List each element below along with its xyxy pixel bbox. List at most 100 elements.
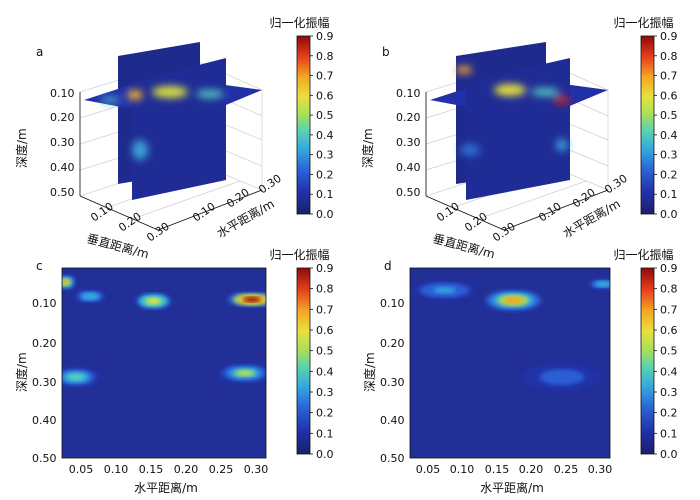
panel-d-xticks: 0.05 0.10 0.15 0.20 0.25 0.30	[416, 463, 613, 476]
colorbar-a-tick-0: 0.0	[316, 208, 334, 221]
colorbar-b-tick-4: 0.4	[660, 129, 678, 142]
panel-d-xtick-2: 0.15	[485, 463, 510, 476]
colorbar-c-tick-3: 0.3	[316, 386, 334, 399]
colorbar-c-tick-8: 0.8	[316, 283, 334, 296]
colorbar-a-title: 归一化振幅	[269, 15, 329, 30]
colorbar-c-tick-5: 0.5	[316, 345, 334, 358]
panel-b-ytick-0: 0.10	[536, 200, 564, 225]
panel-a-xticks: 0.10 0.20 0.30	[88, 200, 172, 245]
panel-c-xticks: 0.05 0.10 0.15 0.20 0.25 0.30	[69, 463, 269, 476]
panel-c-xlabel: 水平距离/m	[134, 480, 198, 495]
panel-c-xtick-5: 0.30	[244, 463, 269, 476]
panel-c-hotspot-3-layer-3	[243, 296, 261, 303]
panel-b-zticks: 0.10 0.20 0.30 0.40 0.50	[396, 87, 421, 199]
panel-c-ytick-3: 0.40	[32, 414, 57, 427]
panel-d-hotspot-1-layer-3	[433, 287, 456, 294]
panel-b-ylabel: 水平距离/m	[560, 196, 623, 241]
colorbar-b-tick-8: 0.8	[660, 50, 678, 63]
panel-c-letter: c	[36, 259, 43, 273]
panel-d-xlabel: 水平距离/m	[480, 480, 544, 495]
colorbar-d-tick-7: 0.7	[660, 303, 678, 316]
colorbar-c-tick-9: 0.9	[316, 262, 334, 275]
colorbar-d-tick-8: 0.8	[660, 283, 678, 296]
panel-a-zlabel: 深度/m	[14, 128, 29, 168]
colorbar-c-title: 归一化振幅	[269, 247, 329, 262]
colorbar-a-tick-6: 0.6	[316, 89, 334, 102]
colorbar-a-scale	[296, 35, 311, 215]
panel-d-ytick-1: 0.20	[380, 337, 405, 350]
panel-b-xtick-0: 0.10	[434, 200, 462, 225]
colorbar-b-tick-0: 0.0	[660, 208, 678, 221]
colorbar-a-tick-3: 0.3	[316, 149, 334, 162]
panel-a-ztick-0: 0.10	[50, 87, 75, 100]
panel-d-yticks: 0.10 0.20 0.30 0.40 0.50	[380, 297, 405, 465]
panel-b-ytick-1: 0.20	[570, 186, 598, 211]
colorbars: 归一化振幅0.00.10.20.30.40.50.60.70.80.9归一化振幅…	[269, 15, 677, 461]
colorbar-b-scale	[640, 35, 655, 215]
panel-b: b 0.10 0.20 0.30 0.40 0.50	[360, 42, 630, 261]
panel-d-hotspot-0-layer-3	[503, 296, 524, 304]
colorbar-c-tick-6: 0.6	[316, 324, 334, 337]
colorbar-c-scale	[296, 267, 311, 455]
panel-a-xtick-2: 0.30	[144, 220, 172, 245]
panel-c-ytick-1: 0.20	[32, 337, 57, 350]
panel-c-hotspot-2-layer-3	[146, 297, 161, 305]
panel-a-zticks: 0.10 0.20 0.30 0.40 0.50	[50, 87, 75, 199]
panel-b-ztick-3: 0.40	[396, 161, 421, 174]
panel-a-ytick-2: 0.30	[256, 172, 284, 197]
panel-a-xtick-0: 0.10	[88, 200, 116, 225]
panel-c-hotspot-5-layer-3	[235, 369, 255, 377]
panel-b-ytick-2: 0.30	[602, 172, 630, 197]
colorbar-d-tick-2: 0.2	[660, 407, 678, 420]
panel-b-hotspots	[456, 66, 570, 156]
panel-c-hotspots	[62, 275, 266, 388]
panel-d: d 0.10 0.20 0.30 0.40 0.50 深度/m 0.05 0.1…	[362, 259, 613, 495]
panel-a-ytick-0: 0.10	[190, 200, 218, 225]
colorbar-b-title: 归一化振幅	[613, 15, 673, 30]
panel-d-xtick-3: 0.20	[519, 463, 544, 476]
panel-b-slice-y	[466, 58, 570, 200]
panel-d-ytick-3: 0.40	[380, 414, 405, 427]
panel-a-ytick-1: 0.20	[224, 186, 252, 211]
colorbar-b-tick-2: 0.2	[660, 168, 678, 181]
panel-a: a 0.10 0.20 0.30 0.40	[14, 42, 284, 261]
colorbar-d-tick-3: 0.3	[660, 386, 678, 399]
panel-c-hotspot-4-layer-3	[67, 373, 85, 381]
colorbar-a-tick-9: 0.9	[316, 30, 334, 43]
colorbar-a-tick-2: 0.2	[316, 168, 334, 181]
colorbar-d-tick-9: 0.9	[660, 262, 678, 275]
colorbar-d-scale	[640, 267, 655, 455]
panel-a-xlabel: 垂直距离/m	[85, 230, 150, 261]
panel-d-xtick-5: 0.30	[588, 463, 613, 476]
colorbar-c-tick-1: 0.1	[316, 427, 334, 440]
colorbar-d-tick-4: 0.4	[660, 365, 678, 378]
colorbar-b-tick-6: 0.6	[660, 89, 678, 102]
panel-c-frame	[61, 267, 267, 459]
colorbar-a-tick-8: 0.8	[316, 50, 334, 63]
colorbar-b-tick-3: 0.3	[660, 149, 678, 162]
colorbar-d-title: 归一化振幅	[613, 247, 673, 262]
panel-a-ztick-4: 0.50	[50, 186, 75, 199]
colorbar-d: 归一化振幅 0.0 0.1 0.2 0.3 0.4 0.5 0.6 0.7 0.8 0.9	[613, 247, 677, 461]
colorbar-d-tick-5: 0.5	[660, 345, 678, 358]
panel-c-hotspot-0-layer-3	[62, 279, 69, 285]
panel-a-ylabel: 水平距离/m	[214, 196, 277, 241]
panel-b-ztick-1: 0.20	[396, 111, 421, 124]
panel-c-xtick-2: 0.15	[139, 463, 164, 476]
panel-d-frame	[409, 267, 611, 459]
panel-b-ztick-0: 0.10	[396, 87, 421, 100]
colorbar-a-tick-5: 0.5	[316, 109, 334, 122]
panel-b-xlabel: 垂直距离/m	[431, 230, 496, 261]
panel-d-ytick-2: 0.30	[380, 376, 405, 389]
panel-c-yticks: 0.10 0.20 0.30 0.40 0.50	[32, 297, 57, 465]
panel-a-ztick-1: 0.20	[50, 111, 75, 124]
colorbar-b: 归一化振幅 0.0 0.1 0.2 0.3 0.4 0.5 0.6 0.7 0.8 0.9	[613, 15, 677, 221]
colorbar-d-tick-1: 0.1	[660, 427, 678, 440]
panel-c-xtick-4: 0.25	[209, 463, 234, 476]
panel-b-xtick-2: 0.30	[490, 220, 518, 245]
colorbar-c-tick-2: 0.2	[316, 407, 334, 420]
panel-d-ylabel: 深度/m	[362, 352, 377, 392]
panel-d-hotspot-2-layer-3	[597, 282, 609, 287]
colorbar-a-tick-4: 0.4	[316, 129, 334, 142]
colorbar-c-tick-7: 0.7	[316, 303, 334, 316]
